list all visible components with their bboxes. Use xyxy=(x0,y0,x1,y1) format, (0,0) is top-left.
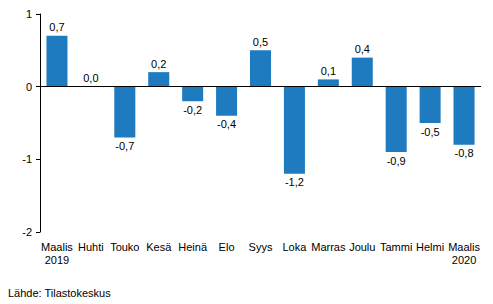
svg-text:0,0: 0,0 xyxy=(83,72,98,84)
svg-text:Elo: Elo xyxy=(219,241,235,253)
svg-text:Tammi: Tammi xyxy=(380,241,412,253)
svg-text:Maalis: Maalis xyxy=(41,241,73,253)
svg-text:1: 1 xyxy=(26,8,32,20)
svg-text:-0,2: -0,2 xyxy=(183,104,202,116)
svg-text:2020: 2020 xyxy=(452,254,476,266)
svg-text:Joulu: Joulu xyxy=(349,241,375,253)
svg-text:-0,9: -0,9 xyxy=(387,155,406,167)
svg-text:0,7: 0,7 xyxy=(49,21,64,33)
svg-text:0: 0 xyxy=(26,81,32,93)
svg-text:Loka: Loka xyxy=(282,241,307,253)
svg-text:-1: -1 xyxy=(22,153,32,165)
svg-text:-0,8: -0,8 xyxy=(455,147,474,159)
svg-text:Marras: Marras xyxy=(311,241,346,253)
svg-text:Touko: Touko xyxy=(110,241,139,253)
svg-text:Syys: Syys xyxy=(249,241,273,253)
svg-text:Helmi: Helmi xyxy=(416,241,444,253)
svg-text:-0,7: -0,7 xyxy=(115,140,134,152)
svg-text:Lähde: Tilastokeskus: Lähde: Tilastokeskus xyxy=(8,287,111,299)
svg-text:Kesä: Kesä xyxy=(146,241,172,253)
svg-text:0,5: 0,5 xyxy=(253,36,268,48)
svg-text:Heinä: Heinä xyxy=(178,241,208,253)
svg-text:2019: 2019 xyxy=(45,254,69,266)
svg-text:Maalis: Maalis xyxy=(448,241,480,253)
svg-text:Huhti: Huhti xyxy=(78,241,104,253)
svg-text:-1,2: -1,2 xyxy=(285,176,304,188)
svg-text:-0,5: -0,5 xyxy=(421,126,440,138)
svg-text:0,2: 0,2 xyxy=(151,58,166,70)
svg-text:-0,4: -0,4 xyxy=(217,118,236,130)
svg-text:-2: -2 xyxy=(22,226,32,238)
svg-text:0,4: 0,4 xyxy=(355,43,370,55)
svg-text:0,1: 0,1 xyxy=(321,65,336,77)
